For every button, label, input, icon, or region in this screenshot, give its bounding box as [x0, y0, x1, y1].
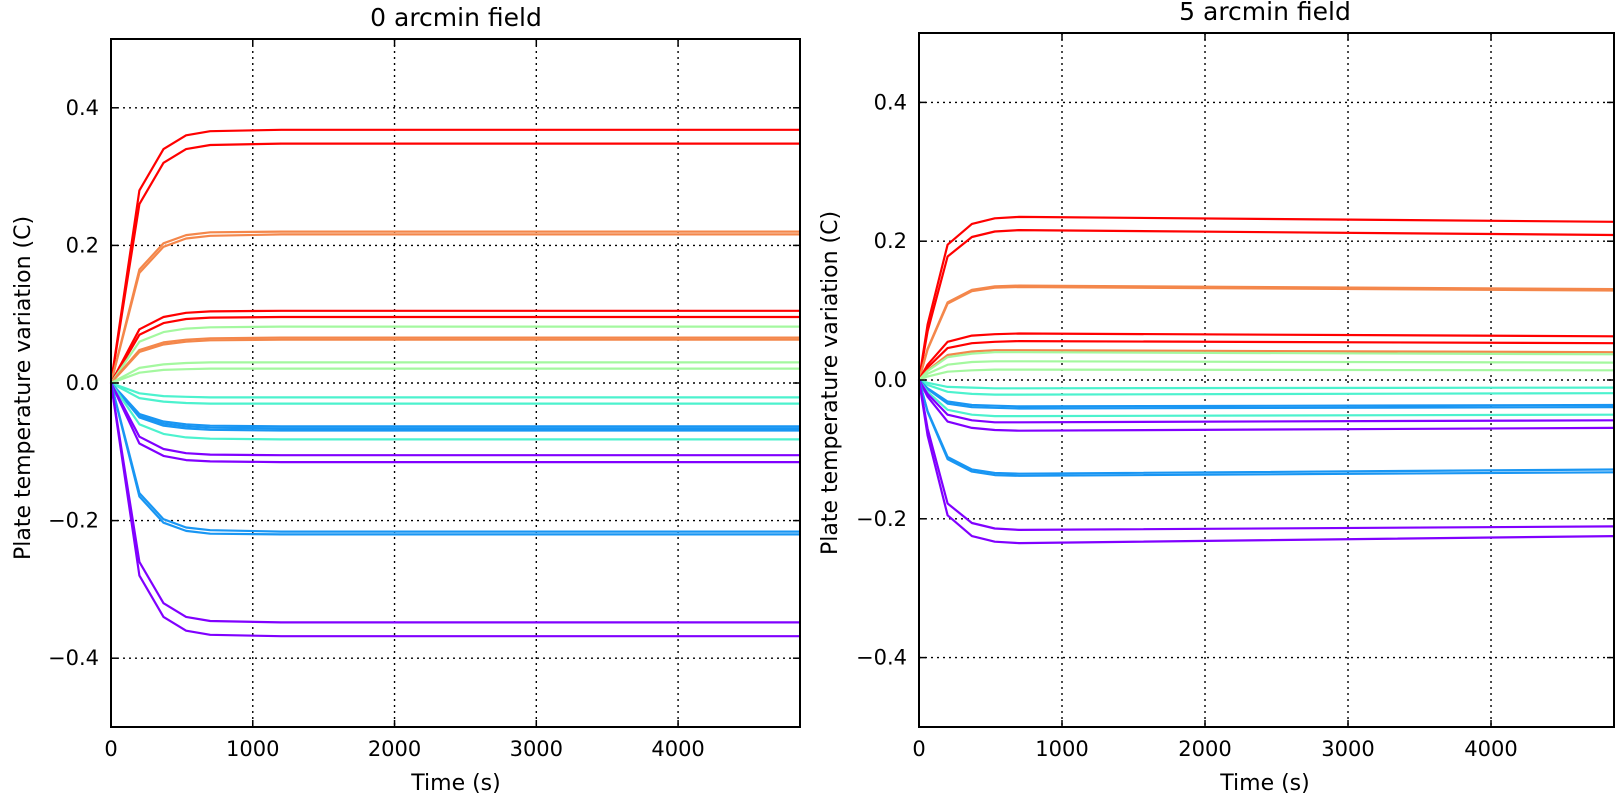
chart-panel-5-arcmin: 5 arcmin field Time (s) Plate temperatur…: [818, 0, 1615, 795]
x-axis-label: Time (s): [1219, 771, 1309, 795]
series-line-22: [109, 382, 800, 638]
x-tick-label: 1000: [1035, 737, 1088, 761]
y-tick-label: −0.4: [48, 646, 99, 670]
y-tick-label: 0.0: [874, 368, 907, 392]
series-line-2: [109, 230, 800, 384]
series-line-7: [918, 351, 1615, 381]
series-line-3: [917, 285, 1615, 381]
x-tick-label: 1000: [226, 737, 279, 761]
series-line-18: [917, 379, 1615, 477]
series-line-13: [110, 382, 800, 428]
y-tick-label: 0.4: [66, 96, 99, 120]
series-line-5: [918, 340, 1615, 381]
series-line-19: [917, 379, 1615, 532]
series-line-0: [109, 128, 800, 384]
y-tick-label: 0.0: [66, 371, 99, 395]
x-tick-label: 0: [912, 737, 925, 761]
series-line-0: [917, 215, 1615, 381]
series-line-14: [110, 382, 800, 430]
series-line-13: [918, 379, 1615, 410]
x-tick-label: 2000: [368, 737, 421, 761]
y-tick-label: 0.2: [874, 229, 907, 253]
series-line-10: [918, 378, 1615, 390]
y-axis-label: Plate temperature variation (C): [818, 211, 843, 555]
chart-title: 0 arcmin field: [370, 3, 542, 32]
series-line-8: [110, 338, 800, 384]
series-line-17: [110, 382, 800, 457]
x-tick-label: 3000: [510, 737, 563, 761]
y-axis-label: Plate temperature variation (C): [11, 216, 36, 560]
series-line-19: [109, 382, 800, 533]
series-line-15: [918, 379, 1615, 424]
series-line-10: [110, 367, 800, 385]
series-line-9: [918, 368, 1615, 382]
series-line-9: [110, 361, 800, 384]
series-line-1: [109, 142, 800, 384]
series-line-3: [109, 233, 800, 384]
series-line-6: [110, 325, 800, 384]
x-tick-label: 4000: [1464, 737, 1517, 761]
x-tick-label: 2000: [1178, 737, 1231, 761]
x-tick-label: 0: [104, 737, 117, 761]
chart-title: 5 arcmin field: [1179, 0, 1351, 26]
series-line-8: [918, 360, 1615, 381]
series-line-4: [110, 309, 800, 384]
series-line-16: [918, 379, 1615, 432]
x-axis-label: Time (s): [410, 771, 500, 795]
x-tick-label: 4000: [651, 737, 704, 761]
plot-frame: [918, 32, 1615, 728]
x-tick-label: 3000: [1321, 737, 1374, 761]
y-tick-label: 0.2: [66, 233, 99, 257]
series-line-15: [110, 382, 800, 432]
series-line-11: [110, 381, 800, 399]
series-line-14: [918, 379, 1615, 418]
series-line-4: [918, 332, 1615, 381]
series-line-18: [110, 382, 800, 464]
chart-panel-0-arcmin: 0 arcmin field Time (s) Plate temperatur…: [11, 3, 801, 795]
y-tick-label: 0.4: [874, 90, 907, 114]
series-line-1: [917, 229, 1615, 381]
series-line-12: [110, 382, 800, 405]
series-line-21: [109, 382, 800, 624]
series-line-11: [918, 379, 1615, 396]
series-line-7: [110, 336, 800, 384]
series-line-5: [110, 315, 800, 384]
series-line-16: [110, 382, 800, 441]
y-tick-label: −0.2: [856, 507, 907, 531]
series-line-20: [917, 379, 1615, 545]
y-tick-label: −0.4: [856, 646, 907, 670]
y-tick-label: −0.2: [48, 509, 99, 533]
series-line-20: [109, 382, 800, 536]
